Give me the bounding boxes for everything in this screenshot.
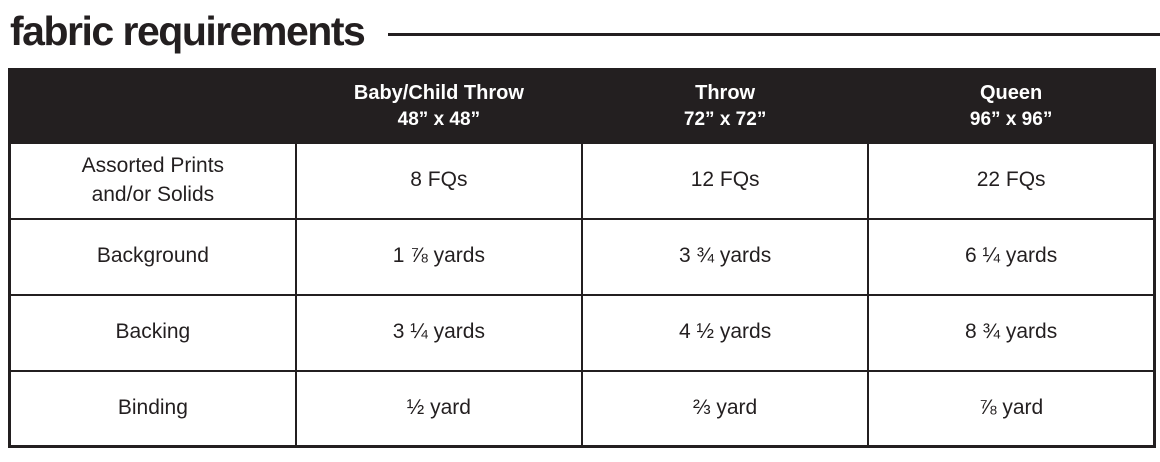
cell-background-baby-child: 1 ⅞ yards — [294, 217, 584, 296]
corner-header-cell — [8, 68, 297, 144]
row-label-backing: Backing — [8, 293, 297, 372]
column-size: 48” x 48” — [397, 108, 481, 130]
fabric-requirements-table: Baby/Child Throw 48” x 48” Throw 72” x 7… — [8, 68, 1156, 448]
table-row-backing: Backing 3 ¼ yards 4 ½ yards 8 ¾ yards — [8, 293, 1156, 372]
header-row: Baby/Child Throw 48” x 48” Throw 72” x 7… — [8, 68, 1156, 144]
table-row-background: Background 1 ⅞ yards 3 ¾ yards 6 ¼ yards — [8, 217, 1156, 296]
cell-assorted-throw: 12 FQs — [580, 141, 870, 220]
page-title: fabric requirements — [10, 8, 366, 55]
column-size: 72” x 72” — [683, 108, 767, 130]
row-label-line: and/or Solids — [91, 182, 215, 206]
title-rule — [388, 32, 1160, 36]
cell-backing-throw: 4 ½ yards — [580, 293, 870, 372]
cell-backing-baby-child: 3 ¼ yards — [294, 293, 584, 372]
cell-backing-queen: 8 ¾ yards — [867, 293, 1156, 372]
column-header-throw: Throw 72” x 72” — [580, 68, 870, 144]
column-name: Throw — [695, 81, 756, 104]
cell-binding-queen: ⅞ yard — [867, 369, 1156, 448]
title-row: fabric requirements — [0, 0, 1160, 58]
row-label-background: Background — [8, 217, 297, 296]
cell-binding-baby-child: ½ yard — [294, 369, 584, 448]
cell-binding-throw: ⅔ yard — [580, 369, 870, 448]
cell-assorted-baby-child: 8 FQs — [294, 141, 584, 220]
table-row-assorted-prints: Assorted Prints and/or Solids 8 FQs 12 F… — [8, 141, 1156, 220]
column-header-queen: Queen 96” x 96” — [867, 68, 1156, 144]
column-header-baby-child-throw: Baby/Child Throw 48” x 48” — [294, 68, 584, 144]
column-size: 96” x 96” — [969, 108, 1053, 130]
row-label-line: Assorted Prints — [81, 154, 225, 178]
column-name: Queen — [980, 81, 1043, 104]
table-row-binding: Binding ½ yard ⅔ yard ⅞ yard — [8, 369, 1156, 448]
column-name: Baby/Child Throw — [353, 81, 524, 104]
row-label-assorted-prints: Assorted Prints and/or Solids — [8, 141, 297, 220]
cell-background-throw: 3 ¾ yards — [580, 217, 870, 296]
cell-background-queen: 6 ¼ yards — [867, 217, 1156, 296]
row-label-binding: Binding — [8, 369, 297, 448]
cell-assorted-queen: 22 FQs — [867, 141, 1156, 220]
